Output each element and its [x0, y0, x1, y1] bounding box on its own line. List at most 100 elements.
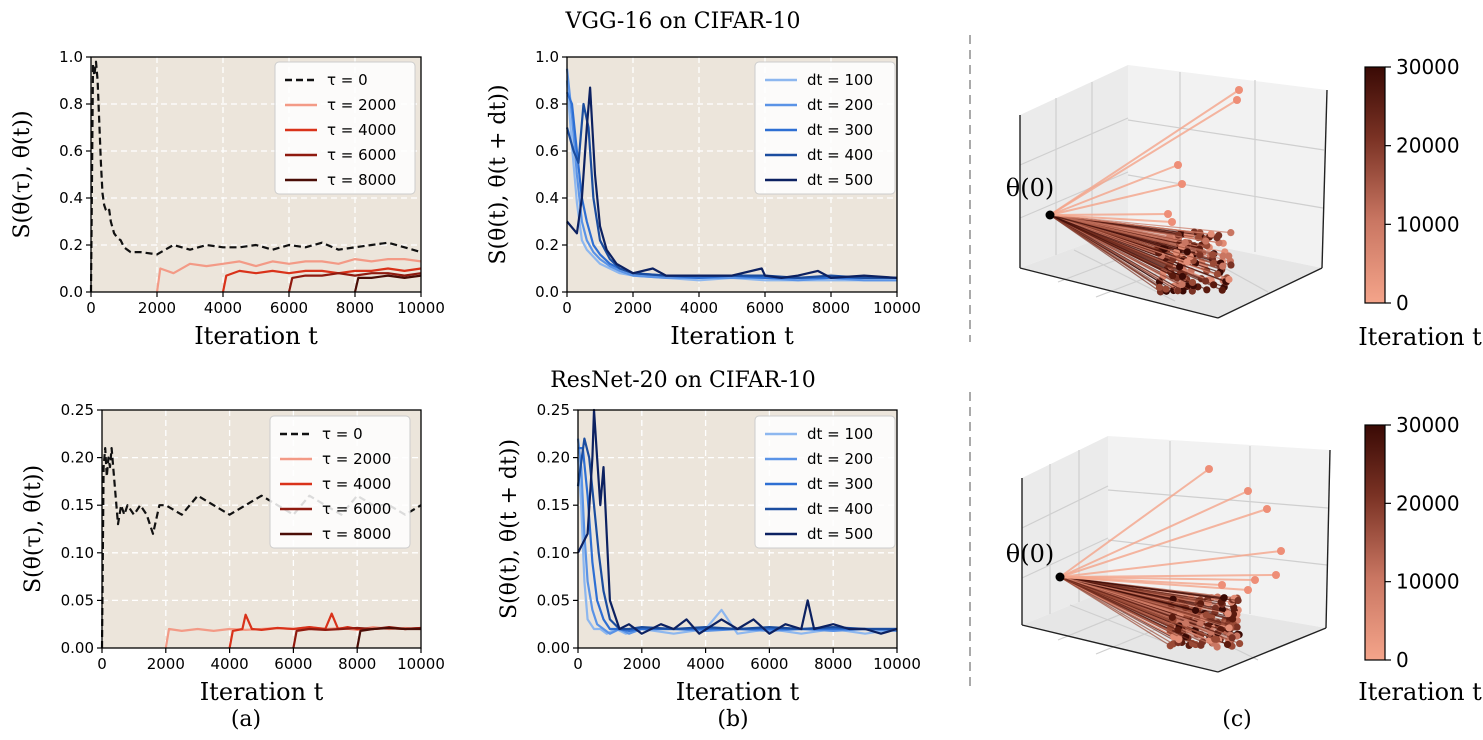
legend-label: dt = 100 [807, 425, 873, 443]
trajectory-ray [1059, 550, 1282, 578]
trajectory-point [1155, 278, 1164, 286]
trajectory-point [1183, 248, 1191, 256]
legend-label: τ = 4000 [322, 475, 391, 493]
trajectory-point [1224, 610, 1232, 618]
trajectory-ray [1049, 214, 1173, 223]
grid-3d [1021, 537, 1109, 579]
y-tick-label: 0.20 [61, 449, 94, 467]
trajectory-ray [1059, 576, 1230, 629]
trajectory-point [1213, 270, 1221, 278]
trajectory-point [1176, 263, 1184, 271]
trajectory-point [1197, 641, 1205, 649]
grid-3d [1069, 604, 1173, 646]
series-line-4 [577, 408, 898, 635]
trajectory-point [1202, 611, 1210, 619]
x-tick-label: 8000 [814, 655, 852, 673]
legend-label: dt = 300 [807, 121, 873, 139]
trajectory-ray [1049, 99, 1238, 216]
series-line-4 [356, 626, 421, 649]
trajectory-point [1251, 576, 1259, 584]
trajectory-ray [1049, 214, 1173, 277]
trajectory-point [1223, 640, 1232, 649]
trajectory-ray [1049, 164, 1179, 216]
legend-label: dt = 400 [807, 146, 873, 164]
trajectory-point [1155, 283, 1164, 291]
origin-point [1045, 210, 1055, 220]
y-tick-label: 0.15 [537, 496, 570, 514]
x-tick-label: 6000 [746, 299, 784, 317]
colorbar-label: Iteration t [1358, 323, 1482, 351]
theta0-label-top: θ(0) [1006, 174, 1054, 202]
legend-label: τ = 4000 [327, 121, 396, 139]
title-bottom: ResNet-20 on CIFAR-10 [550, 368, 816, 393]
trajectory-point [1277, 547, 1285, 555]
trajectory-point [1228, 634, 1236, 642]
grid-3d [1127, 119, 1325, 151]
colorbar-top: 30000 20000 10000 0 Iteration t [1358, 55, 1482, 351]
trajectory-point [1201, 277, 1210, 285]
title-top: VGG-16 on CIFAR-10 [564, 9, 800, 34]
axis-3d [1217, 627, 1327, 673]
x-tick-label: 10000 [397, 655, 445, 673]
trajectory-ray [1049, 213, 1169, 216]
trajectory-point [1179, 287, 1187, 295]
y-tick-label: 1.0 [59, 48, 83, 66]
legend-label: τ = 6000 [327, 146, 396, 164]
trajectory-point [1182, 619, 1190, 628]
panel-label-c: (c) [1222, 707, 1252, 732]
trajectory-point [1236, 639, 1244, 648]
x-axis-label: Iteration t [676, 678, 800, 706]
x-tick-label: 6000 [750, 655, 788, 673]
legend-box [269, 415, 411, 549]
y-tick-label: 0.00 [537, 639, 570, 657]
x-axis-label: Iteration t [194, 322, 318, 350]
colorbar-gradient [1364, 66, 1386, 304]
trajectory-ray [1049, 214, 1160, 288]
grid-3d [1019, 171, 1129, 219]
colorbar-tick-label: 20000 [1396, 134, 1460, 158]
panel-label-b: (b) [717, 707, 748, 732]
trajectory-ray [1049, 214, 1206, 242]
x-tick-label: 4000 [680, 299, 718, 317]
x-tick-label: 2000 [614, 299, 652, 317]
x-tick-label: 2000 [138, 299, 176, 317]
trajectory-point [1174, 161, 1182, 169]
trajectory-ray [1059, 576, 1222, 603]
x-tick-label: 0 [86, 299, 96, 317]
trajectory-point [1174, 626, 1182, 634]
x-tick-label: 10000 [873, 299, 921, 317]
trajectory-point [1213, 643, 1221, 651]
y-axis-label: S(θ(τ), θ(t)) [21, 465, 46, 593]
trajectory-point [1183, 258, 1191, 266]
legend-label: dt = 500 [807, 171, 873, 189]
y-tick-label: 0.05 [537, 591, 570, 609]
trajectory-ray [1059, 490, 1249, 578]
trajectory-point [1191, 606, 1200, 614]
legend-label: dt = 200 [807, 450, 873, 468]
trajectory-ray [1059, 508, 1268, 578]
trajectory-point [1209, 251, 1217, 259]
trajectory-ray [1049, 214, 1214, 264]
trajectory-ray [1049, 214, 1188, 253]
trajectory-point [1218, 581, 1226, 589]
trajectory-point [1162, 285, 1170, 293]
chart-resnet-tau: 0 2000 4000 6000 8000 10000 0.00 0.05 0.10 0.15 0.… [21, 401, 445, 706]
series-line-4 [353, 274, 422, 293]
axis-3d [1321, 89, 1328, 269]
x-tick-label: 6000 [270, 299, 308, 317]
colorbar-tick-label: 20000 [1396, 491, 1460, 515]
trajectory-point [1164, 210, 1172, 218]
origin-point [1055, 572, 1065, 582]
trajectory-point [1178, 180, 1186, 188]
y-tick-label: 0.25 [61, 401, 94, 419]
x-tick-label: 0 [573, 655, 583, 673]
trajectory-point [1218, 286, 1226, 294]
trajectory-point [1233, 96, 1241, 104]
legend-box [754, 61, 896, 195]
colorbar-tick-label: 30000 [1396, 413, 1460, 437]
x-tick-label: 6000 [274, 655, 312, 673]
y-tick-label: 0.0 [59, 283, 83, 301]
x-tick-label: 4000 [204, 299, 242, 317]
x-tick-label: 4000 [687, 655, 725, 673]
y-axis-label: S(θ(τ), θ(t)) [10, 110, 35, 238]
